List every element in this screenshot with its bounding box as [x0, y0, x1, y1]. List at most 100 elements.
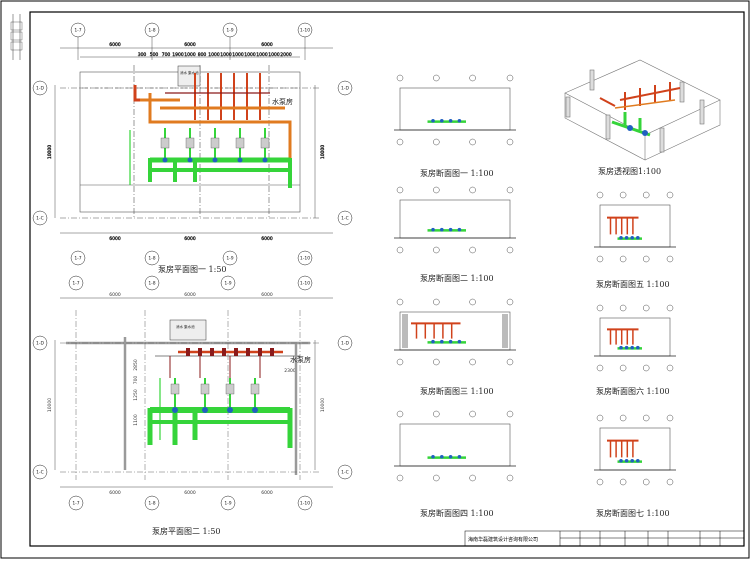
- section-axis-bubble: [619, 478, 627, 486]
- caption-section1: 泵房断面图一 1:100: [420, 168, 494, 178]
- section-valve: [440, 118, 444, 123]
- section-axis-bubble: [666, 414, 674, 422]
- valve: [162, 157, 168, 163]
- section-wall: [502, 314, 508, 348]
- valve: [212, 157, 218, 163]
- section-axis-bubble: [396, 410, 404, 418]
- section-valve: [431, 118, 435, 123]
- section-axis-bubble: [643, 478, 650, 486]
- dim-left: 10000: [47, 398, 53, 412]
- section-axis-bubble: [596, 304, 604, 312]
- caption-section6: 泵房断面图六 1:100: [596, 386, 670, 396]
- section-axis-bubble: [433, 298, 440, 306]
- axis-bubble-top-text: 1-7: [72, 281, 79, 287]
- tank-label-plan1: 消水 集水池: [180, 70, 199, 75]
- axis-bubble-top-text: 1-8: [148, 28, 155, 34]
- section-valve: [448, 118, 453, 123]
- section-axis-bubble: [619, 191, 627, 199]
- section-axis-bubble: [506, 138, 514, 146]
- section-valve: [619, 235, 623, 240]
- dim-left: 10000: [47, 145, 53, 159]
- valve: [237, 157, 243, 163]
- dim-inner: 2850: [133, 359, 139, 371]
- axis-bubble-bottom-text: 1-9: [224, 501, 231, 507]
- perspective-view: [564, 59, 721, 161]
- plan-view-2: 1-7 1-7 1-8 1-8 1-9 1-9 1-10 1-10 6000 6000 6000 60…: [32, 275, 353, 511]
- section-valve: [630, 345, 634, 350]
- axis-bubble-top: [297, 275, 313, 291]
- section-valve: [630, 458, 634, 463]
- caption-section4: 泵房断面图四 1:100: [420, 508, 494, 518]
- axis-bubble-left: [32, 464, 48, 480]
- section-axis-bubble: [619, 414, 627, 422]
- section-axis-bubble: [396, 74, 404, 82]
- section-axis-bubble: [433, 138, 440, 146]
- collection-tank-plan2: [169, 319, 207, 341]
- dim-inner: 2300: [284, 368, 296, 374]
- axis-bubble-bottom: [144, 495, 160, 511]
- hot-valve: [258, 348, 262, 356]
- dim-sub: 2000: [280, 52, 292, 58]
- section-3: [394, 298, 516, 366]
- section-outline: [399, 199, 511, 239]
- dim-sub: 1000: [232, 52, 244, 58]
- dim-top: 6000: [184, 292, 196, 298]
- axis-bubble-top-text: 1-10: [300, 28, 310, 34]
- section-valve: [619, 345, 623, 350]
- dim-top: 6000: [184, 42, 196, 48]
- plan-view-1: 1-71-71-81-81-91-91-101-10 1-D 1-D1-C 1-C …: [32, 22, 353, 266]
- section-valve: [636, 235, 640, 240]
- section-axis-bubble: [506, 298, 514, 306]
- dim-right: 10000: [320, 398, 326, 412]
- dim-sub: 1000: [268, 52, 280, 58]
- axis-bubble-right-text: 1-D: [341, 341, 349, 347]
- dim-top: 6000: [109, 42, 121, 48]
- pump-unit: [235, 137, 245, 149]
- section-axis-bubble: [643, 304, 650, 312]
- green-drops: [147, 408, 293, 448]
- section-axis-bubble: [619, 364, 627, 372]
- dim-sub: 1000: [208, 52, 220, 58]
- pump-unit: [225, 383, 235, 395]
- axis-bubble-bottom-text: 1-10: [300, 501, 310, 507]
- pump-unit: [200, 383, 210, 395]
- axis-bubble-right: [337, 335, 353, 351]
- section-axis-bubble: [619, 255, 627, 263]
- pump-unit: [250, 383, 260, 395]
- axis-bubble-bottom-text: 1-10: [300, 256, 310, 262]
- valve: [172, 407, 178, 413]
- dim-inner: 700: [133, 376, 139, 385]
- section-axis-bubble: [596, 478, 604, 486]
- axis-bubble-top-text: 1-9: [224, 281, 231, 287]
- section-axis-bubble: [643, 364, 650, 372]
- section-axis-bubble: [469, 358, 476, 366]
- dim-top: 6000: [261, 42, 273, 48]
- section-valve: [619, 458, 623, 463]
- axis-bubble-bottom: [222, 250, 238, 266]
- section-valve: [448, 339, 453, 344]
- axis-bubble-bottom: [144, 250, 160, 266]
- section-axis-bubble: [666, 478, 674, 486]
- valve: [187, 157, 193, 163]
- axis-bubble-top-text: 1-10: [300, 281, 310, 287]
- dim-bottom: 6000: [109, 236, 121, 242]
- axis-bubble-top-text: 1-8: [148, 281, 155, 287]
- section-axis-bubble: [396, 138, 404, 146]
- section-axis-bubble: [506, 474, 514, 482]
- section-axis-bubble: [396, 358, 404, 366]
- section-axis-bubble: [666, 191, 674, 199]
- axis-bubble-left-text: 1-C: [36, 216, 44, 222]
- section-axis-bubble: [396, 298, 404, 306]
- section-outline: [399, 87, 511, 131]
- dim-top: 6000: [109, 292, 121, 298]
- section-axis-bubble: [666, 304, 674, 312]
- hot-valve: [246, 348, 250, 356]
- dim-sub: 300: [138, 52, 147, 58]
- dim-bottom: 6000: [261, 490, 273, 496]
- axis-bubble-left-text: 1-D: [36, 86, 44, 92]
- dim-bottom: 6000: [109, 490, 121, 496]
- section-valve: [457, 339, 462, 344]
- axis-bubble-right-text: 1-D: [341, 86, 349, 92]
